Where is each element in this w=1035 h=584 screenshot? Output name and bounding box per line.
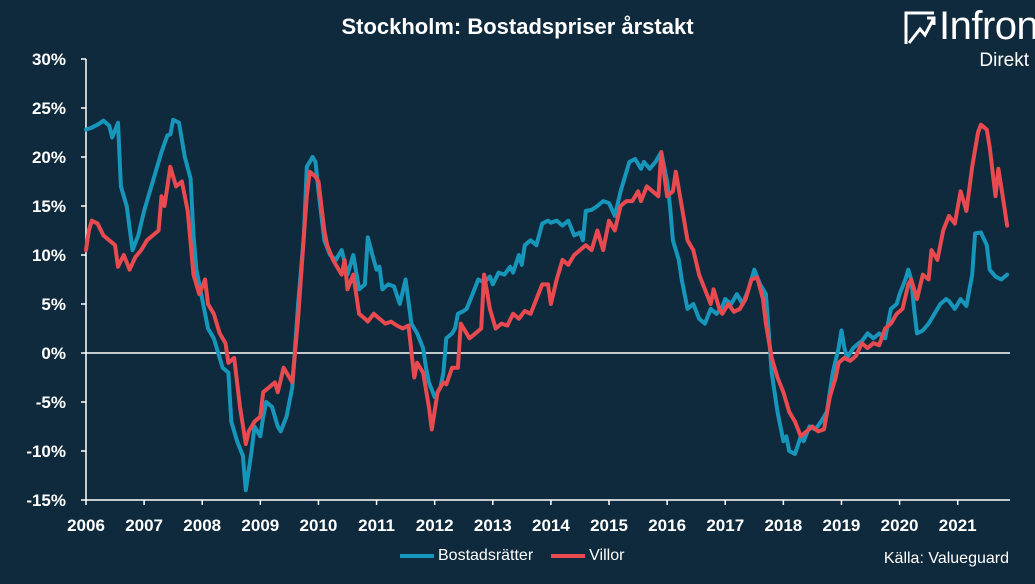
y-tick-label: 30%	[32, 50, 66, 69]
x-tick-label: 2006	[67, 516, 105, 535]
y-tick-label: 5%	[41, 295, 66, 314]
x-tick-label: 2010	[300, 516, 338, 535]
x-tick-label: 2013	[474, 516, 512, 535]
series-line-bostadsratter	[84, 117, 1010, 493]
x-tick-label: 2016	[648, 516, 686, 535]
chart-legend: Bostadsrätter Villor	[400, 547, 642, 565]
x-tick-label: 2014	[532, 516, 570, 535]
chart-series	[84, 117, 1010, 493]
x-tick-label: 2012	[416, 516, 454, 535]
x-tick-label: 2020	[881, 516, 919, 535]
legend-item-bostadsratter: Bostadsrätter	[400, 547, 533, 565]
x-tick-label: 2015	[590, 516, 628, 535]
legend-swatch-bostadsratter	[400, 554, 434, 558]
y-tick-label: 25%	[32, 99, 66, 118]
y-tick-label: 0%	[41, 344, 66, 363]
y-tick-label: 20%	[32, 148, 66, 167]
source-note: Källa: Valueguard	[883, 550, 1009, 567]
brand-logo: Infront Direkt	[869, 4, 1035, 76]
x-tick-label: 2011	[358, 516, 395, 535]
y-tick-label: 15%	[32, 197, 66, 216]
x-tick-label: 2009	[241, 516, 279, 535]
y-tick-label: -15%	[26, 491, 66, 510]
legend-item-villor: Villor	[551, 547, 624, 565]
brand-subtitle: Direkt	[979, 50, 1029, 71]
x-tick-label: 2021	[939, 516, 977, 535]
y-tick-label: -5%	[36, 393, 66, 412]
y-tick-label: 10%	[32, 246, 66, 265]
legend-label-villor: Villor	[589, 547, 625, 564]
chart-title: Stockholm: Bostadspriser årstakt	[341, 14, 694, 39]
infront-logo-icon	[904, 11, 936, 44]
x-axis-ticks: 2006 2007 2008 2009 2010 2011 2012 2013 2014 2015…	[67, 500, 977, 535]
chart-axes	[81, 58, 1010, 501]
x-tick-label: 2017	[706, 516, 744, 535]
brand-name: Infront	[939, 4, 1035, 48]
legend-swatch-villor	[551, 554, 586, 558]
x-tick-label: 2018	[764, 516, 802, 535]
legend-label-bostadsratter: Bostadsrätter	[438, 547, 534, 564]
y-tick-label: -10%	[26, 442, 66, 461]
x-tick-label: 2008	[183, 516, 221, 535]
x-tick-label: 2007	[125, 516, 163, 535]
x-tick-label: 2019	[823, 516, 861, 535]
series-line-villor	[84, 122, 1010, 447]
y-axis-ticks: 30% 25% 20% 15% 10% 5% 0% -5% -10% -15%	[26, 50, 66, 510]
